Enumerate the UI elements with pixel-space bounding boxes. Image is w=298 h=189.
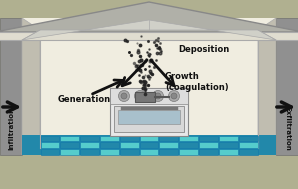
- Circle shape: [168, 91, 179, 101]
- Bar: [100, 149, 119, 154]
- Bar: [60, 142, 79, 148]
- Circle shape: [137, 93, 143, 99]
- Bar: [199, 149, 218, 154]
- Bar: [80, 149, 99, 154]
- Circle shape: [121, 93, 127, 99]
- Text: Deposition: Deposition: [178, 46, 229, 54]
- Bar: [80, 142, 99, 148]
- Bar: [41, 149, 59, 154]
- Bar: [159, 149, 178, 154]
- Bar: [114, 106, 184, 132]
- Bar: [80, 136, 99, 141]
- Bar: [110, 88, 188, 136]
- Bar: [118, 110, 180, 124]
- Bar: [41, 142, 59, 148]
- Text: Growth
(coagulation): Growth (coagulation): [165, 72, 229, 92]
- Bar: [100, 136, 119, 141]
- Bar: [239, 136, 257, 141]
- Bar: [22, 135, 276, 155]
- Bar: [110, 88, 188, 104]
- Bar: [100, 142, 119, 148]
- Bar: [120, 142, 139, 148]
- Bar: [219, 149, 238, 154]
- Polygon shape: [22, 18, 276, 155]
- Bar: [239, 142, 257, 148]
- Circle shape: [171, 93, 177, 99]
- Circle shape: [155, 93, 161, 99]
- Circle shape: [119, 91, 130, 101]
- Bar: [239, 149, 257, 154]
- Bar: [199, 142, 218, 148]
- Text: Infiltration: Infiltration: [8, 106, 14, 149]
- Bar: [219, 136, 238, 141]
- Polygon shape: [276, 18, 298, 155]
- Polygon shape: [22, 18, 40, 155]
- Circle shape: [134, 91, 145, 101]
- Bar: [120, 136, 139, 141]
- Text: Generation: Generation: [58, 95, 111, 105]
- Bar: [179, 142, 198, 148]
- Circle shape: [153, 91, 164, 101]
- Bar: [179, 149, 198, 154]
- Bar: [179, 136, 198, 141]
- Bar: [159, 136, 178, 141]
- Bar: [60, 149, 79, 154]
- Polygon shape: [0, 32, 298, 40]
- Bar: [120, 149, 139, 154]
- Polygon shape: [258, 18, 276, 155]
- Bar: [199, 136, 218, 141]
- Bar: [139, 149, 159, 154]
- Bar: [60, 136, 79, 141]
- Polygon shape: [0, 2, 298, 32]
- Bar: [139, 136, 159, 141]
- Bar: [139, 142, 159, 148]
- Bar: [135, 92, 155, 102]
- Bar: [159, 142, 178, 148]
- Bar: [219, 142, 238, 148]
- Text: Exfiltration: Exfiltration: [284, 106, 290, 150]
- Polygon shape: [22, 20, 276, 40]
- Bar: [41, 136, 59, 141]
- Polygon shape: [0, 18, 22, 155]
